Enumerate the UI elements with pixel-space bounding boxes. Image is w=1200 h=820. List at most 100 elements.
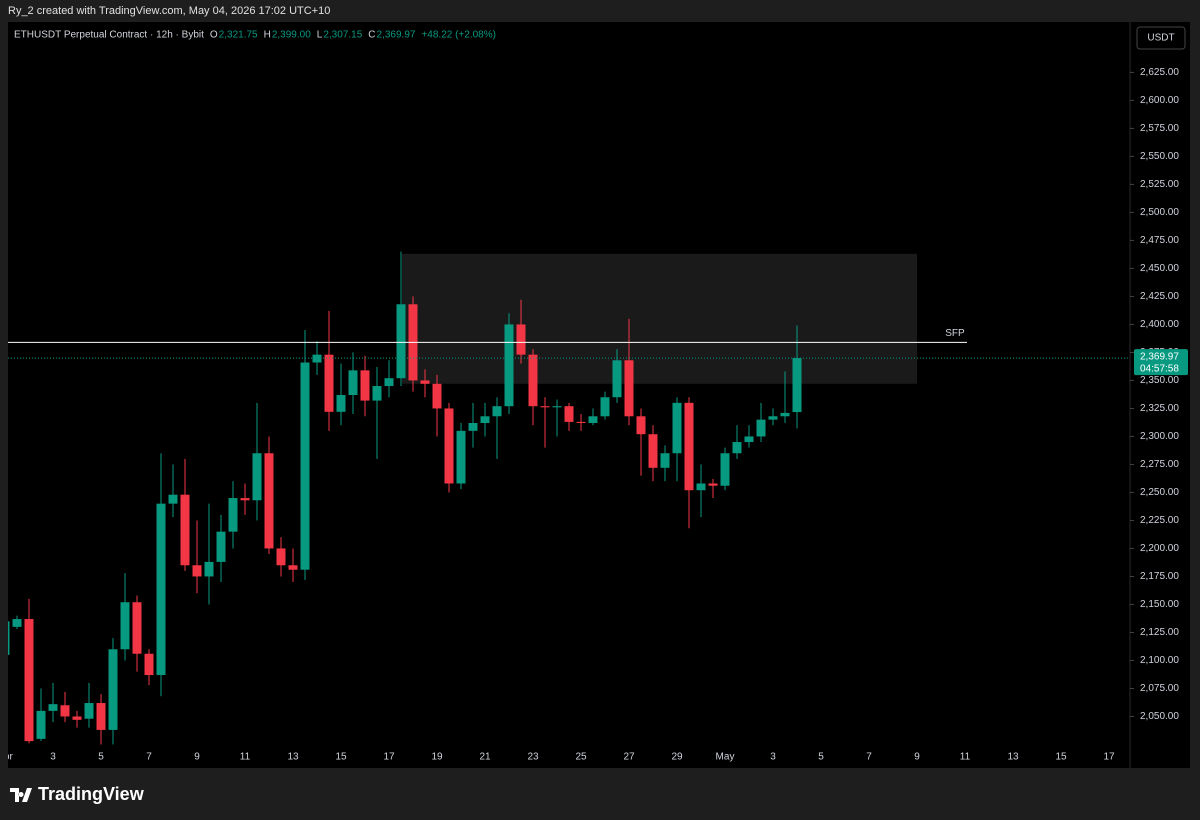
legend-item: H [264,30,271,41]
body [264,453,274,549]
body [396,304,406,379]
body [492,406,502,417]
body [648,434,658,468]
legend-item: L [317,30,323,41]
body [8,621,10,655]
body [336,395,346,412]
y-tick-label: 2,125.00 [1140,627,1179,638]
x-tick-label: 21 [479,752,491,763]
x-tick-label: 5 [98,752,104,763]
y-tick-label: 2,500.00 [1140,207,1179,218]
body [372,386,382,401]
y-tick-label: 2,150.00 [1140,599,1179,610]
y-tick-label: 2,300.00 [1140,431,1179,442]
body [744,436,754,443]
body [216,531,226,562]
legend-item: C [368,30,375,41]
logo [10,788,32,802]
last-price-box [1134,349,1188,376]
body [588,416,598,424]
body [768,416,778,420]
body [540,406,550,408]
y-tick-label: 2,200.00 [1140,543,1179,554]
body [348,370,358,395]
legend-item: O [210,30,218,41]
currency-button[interactable] [1136,26,1186,50]
body [636,416,646,435]
y-tick-label: 2,400.00 [1140,319,1179,330]
x-tick-label: 27 [623,752,635,763]
last-price-label: 2,369.97 [1140,352,1179,363]
body [480,416,490,424]
body [156,503,166,676]
body [300,362,310,570]
body [792,358,802,413]
x-tick-label: 15 [335,752,347,763]
body [84,703,94,719]
currency-button-label[interactable]: USDT [1147,33,1174,44]
y-tick-label: 2,075.00 [1140,683,1179,694]
body [444,408,454,484]
body [96,703,106,730]
y-tick-label: 2,275.00 [1140,459,1179,470]
x-tick-label: May [716,752,735,763]
body [312,354,322,363]
y-tick-label: 2,575.00 [1140,123,1179,134]
body [48,704,58,711]
legend: ETHUSDT Perpetual Contract · 12h · Bybit… [14,30,496,41]
x-tick-label: 17 [383,752,395,763]
body [612,360,622,398]
y-tick-label: 2,325.00 [1140,403,1179,414]
body [420,380,430,384]
body [252,453,262,501]
legend-item: 2,307.15 [323,30,362,41]
body [276,548,286,566]
legend-item: 2,369.97 [377,30,416,41]
x-tick-label: 3 [50,752,56,763]
body [696,483,706,491]
body [24,619,34,742]
y-tick-label: 2,600.00 [1140,95,1179,106]
body [504,324,514,407]
credit: Ry_2 created with TradingView.com, May 0… [8,5,330,17]
x-tick-label: 7 [146,752,152,763]
x-tick-label: 23 [527,752,539,763]
body [720,453,730,486]
y-tick-label: 2,350.00 [1140,375,1179,386]
body [684,402,694,491]
y-tick-label: 2,050.00 [1140,711,1179,722]
body [432,383,442,409]
body [672,402,682,454]
body [132,602,142,654]
body [288,565,298,570]
x-tick-label: 11 [960,752,971,763]
chart-area [8,22,1190,768]
body [360,370,370,401]
x-tick-label: 19 [431,752,443,763]
x-tick-label: 29 [671,752,683,763]
x-tick-label: 7 [866,752,872,763]
body [756,419,766,437]
y-tick-label: 2,475.00 [1140,235,1179,246]
x-tick-label: 13 [1007,752,1019,763]
x-tick-label: 3 [770,752,776,763]
y-tick-label: 2,100.00 [1140,655,1179,666]
body [180,494,190,566]
body [576,421,586,424]
body [192,565,202,577]
body [204,561,214,577]
legend-item: 2,321.75 [219,30,258,41]
body [468,423,478,431]
body [120,602,130,650]
body [600,397,610,417]
body [456,430,466,484]
x-tick-label: 5 [818,752,824,763]
y-tick-label: 2,250.00 [1140,487,1179,498]
x-tick-label: 13 [287,752,299,763]
body [324,354,334,412]
body [240,498,250,501]
body [624,360,634,417]
x-tick-label: 11 [240,752,251,763]
legend-item: 2,399.00 [272,30,311,41]
